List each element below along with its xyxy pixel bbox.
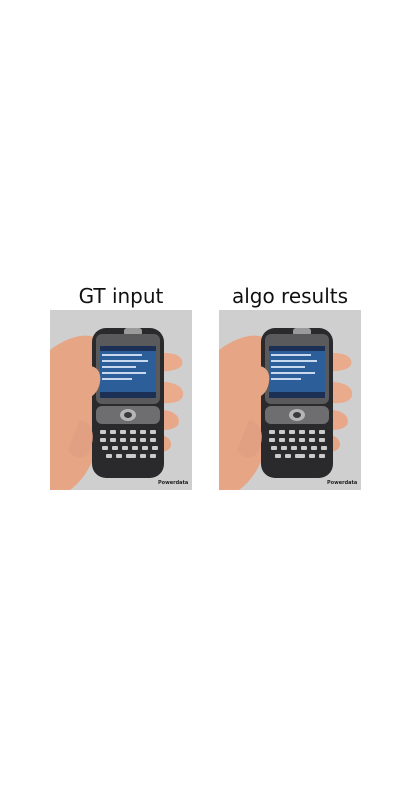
panel-title: algo results [231, 284, 349, 308]
gt-input-panel: GT input [50, 282, 192, 490]
panel-title: GT input [78, 284, 164, 308]
phone-in-hand-image: Powerdata [50, 328, 188, 490]
phone-photo: Powerdata [50, 310, 192, 490]
brand-watermark: Powerdata [327, 480, 357, 486]
algo-results-panel: algo results [219, 282, 361, 490]
brand-watermark: Powerdata [158, 480, 188, 486]
phone-photo: Powerdata [219, 310, 361, 490]
phone-in-hand-image: Powerdata [219, 328, 357, 490]
